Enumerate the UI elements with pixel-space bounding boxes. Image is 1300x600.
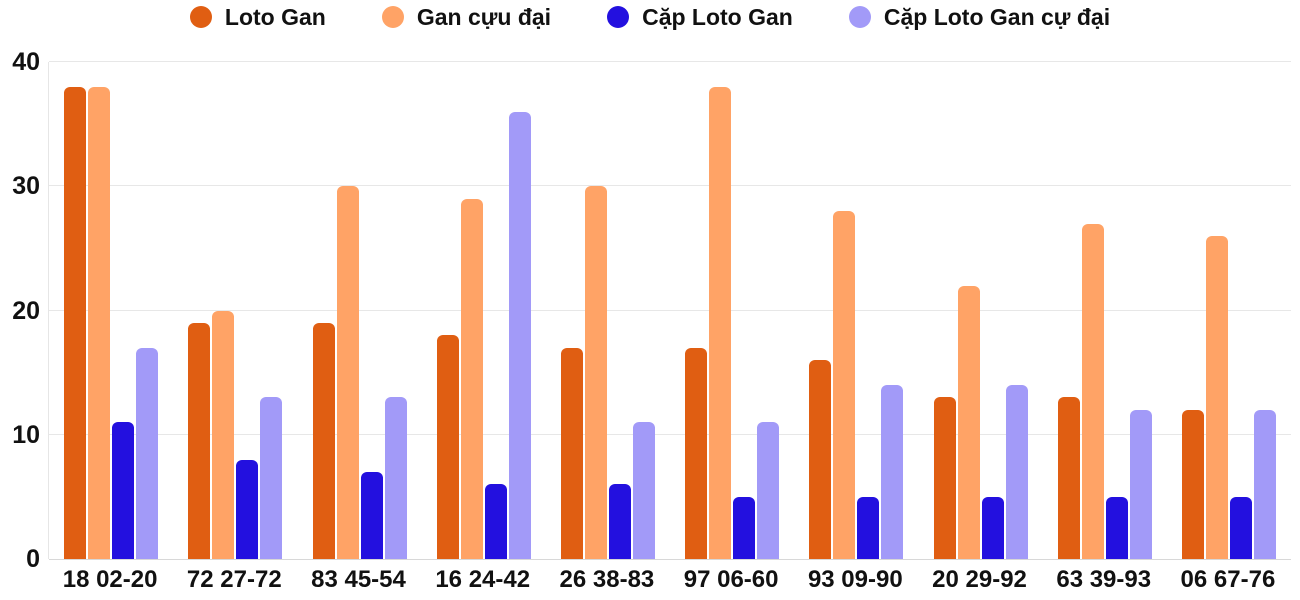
legend-dot-icon [381,6,404,28]
bar-loto-gan[interactable] [685,347,708,559]
bar-gan-cựu-đại[interactable] [460,198,483,559]
bar-cặp-loto-gan-cự-đại[interactable] [260,397,283,559]
x-tick-label: 63 39-93 [1056,566,1152,593]
bar-loto-gan[interactable] [188,322,211,559]
legend-label: Cặp Loto Gan cự đại [883,3,1111,30]
bar-cặp-loto-gan-cự-đại[interactable] [1253,409,1276,559]
gridline-20 [49,309,1291,311]
gridline-10 [49,433,1291,435]
bar-cặp-loto-gan-cự-đại[interactable] [632,422,655,559]
bar-cặp-loto-gan[interactable] [1105,496,1128,559]
bar-loto-gan[interactable] [1057,397,1080,559]
bar-cặp-loto-gan-cự-đại[interactable] [508,111,531,559]
legend-label: Cặp Loto Gan [642,3,793,30]
bar-gan-cựu-đại[interactable] [1205,235,1228,559]
gridline-40 [49,61,1291,62]
bar-gan-cựu-đại[interactable] [336,186,359,559]
bar-groups [49,62,1291,559]
y-tick-label-10: 10 [12,420,40,449]
x-tick-label: 20 29-92 [932,566,1027,593]
x-tick-label: 18 02-20 [62,566,158,593]
bar-group-72-27-72 [173,62,297,559]
bar-loto-gan[interactable] [560,347,583,559]
bar-cặp-loto-gan[interactable] [484,484,507,559]
bar-cặp-loto-gan[interactable] [112,422,135,559]
legend-item-4[interactable]: Cặp Loto Gan cự đại [848,3,1111,31]
bar-cặp-loto-gan[interactable] [733,496,756,559]
bar-group-93-09-90 [794,62,918,559]
x-tick-label: 83 45-54 [311,566,406,593]
x-tick-label: 93 09-90 [807,566,903,593]
bar-loto-gan[interactable] [312,322,335,559]
x-tick-label: 97 06-60 [683,566,779,593]
bar-cặp-loto-gan[interactable] [608,484,631,559]
gridline-30 [49,185,1291,187]
y-tick-label-0: 0 [26,545,40,573]
bar-cặp-loto-gan[interactable] [236,459,259,559]
x-tick-label: 16 24-42 [435,566,531,593]
legend-item-2[interactable]: Gan cựu đại [381,3,552,31]
bar-gan-cựu-đại[interactable] [88,86,111,559]
bar-group-20-29-92 [918,62,1042,559]
legend-label: Gan cựu đại [416,3,552,30]
bar-group-83-45-54 [297,62,421,559]
bar-group-18-02-20 [49,62,173,559]
x-tick-label: 26 38-83 [559,566,655,593]
bar-cặp-loto-gan[interactable] [981,496,1004,559]
bar-loto-gan[interactable] [436,335,459,559]
bar-group-16-24-42 [422,62,546,559]
legend: Loto Gan Gan cựu đại Cặp Loto Gan Cặp Loto … [0,2,1300,32]
bar-loto-gan[interactable] [1181,409,1204,559]
bar-group-97-06-60 [670,62,794,559]
gridline-0 [49,559,1291,560]
legend-dot-icon [189,6,212,28]
y-tick-label-30: 30 [12,172,40,201]
x-tick-label: 06 67-76 [1180,566,1276,593]
legend-dot-icon [848,6,871,28]
bar-cặp-loto-gan-cự-đại[interactable] [1005,385,1028,559]
y-tick-label-40: 40 [12,48,40,76]
bar-loto-gan[interactable] [933,397,956,559]
bar-cặp-loto-gan[interactable] [857,496,880,559]
bar-group-06-67-76 [1167,62,1291,559]
x-axis: 18 02-20 72 27-72 83 45-54 16 24-42 26 38-83… [48,566,1290,594]
legend-item-1[interactable]: Loto Gan [189,3,326,31]
bar-gan-cựu-đại[interactable] [957,285,980,559]
bar-gan-cựu-đại[interactable] [212,310,235,559]
bar-loto-gan[interactable] [809,360,832,559]
bar-cặp-loto-gan-cự-đại[interactable] [136,347,159,559]
bar-cặp-loto-gan-cự-đại[interactable] [881,385,904,559]
bar-gan-cựu-đại[interactable] [709,86,732,559]
bar-gan-cựu-đại[interactable] [1081,223,1104,559]
bar-cặp-loto-gan-cự-đại[interactable] [1129,409,1152,559]
bar-cặp-loto-gan-cự-đại[interactable] [757,422,780,559]
bar-cặp-loto-gan[interactable] [1229,496,1252,559]
bar-loto-gan[interactable] [64,86,87,559]
bar-gan-cựu-đại[interactable] [833,211,856,559]
y-tick-label-20: 20 [12,296,40,325]
bar-gan-cựu-đại[interactable] [584,186,607,559]
bar-group-26-38-83 [546,62,670,559]
bar-cặp-loto-gan[interactable] [360,472,383,559]
legend-label: Loto Gan [224,3,326,30]
x-tick-label: 72 27-72 [186,566,282,593]
legend-item-3[interactable]: Cặp Loto Gan [607,4,793,31]
legend-dot-icon [607,6,630,28]
bar-cặp-loto-gan-cự-đại[interactable] [384,397,407,559]
bar-group-63-39-93 [1043,62,1167,559]
plot-area [48,61,1291,560]
